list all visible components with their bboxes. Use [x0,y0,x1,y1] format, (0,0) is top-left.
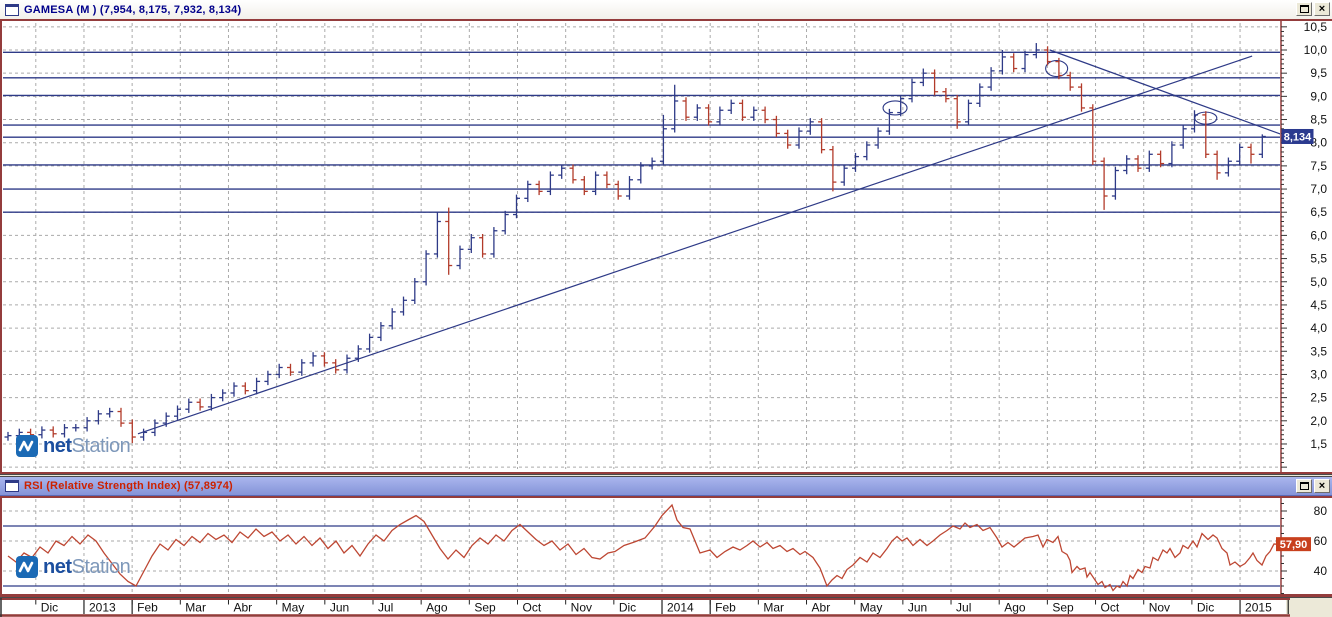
rsi-axis: 80 60 40 [1281,503,1328,594]
month-label: Jul [956,601,971,615]
month-label: Mar [763,601,784,615]
close-icon: × [1318,480,1326,492]
month-label: Nov [1149,601,1170,615]
month-label: Dic [41,601,58,615]
maximize-icon [1299,5,1309,13]
window-icon [5,480,19,492]
month-label: Jun [908,601,927,615]
maximize-button[interactable] [1296,479,1312,493]
month-label: Jun [330,601,349,615]
rsi-title: RSI (Relative Strength Index) (57,8974) [24,480,233,492]
main-chart-titlebar[interactable]: GAMESA (M ) (7,954, 8,175, 7,932, 8,134)… [0,0,1332,19]
rsi-plot-layer [3,499,1280,594]
svg-text:7,0: 7,0 [1310,182,1327,196]
svg-text:8,5: 8,5 [1310,113,1327,127]
close-button[interactable]: × [1314,479,1330,493]
maximize-icon [1299,482,1309,490]
trendline [1049,49,1280,135]
month-label: Feb [715,601,736,615]
month-label: Sep [1052,601,1074,615]
svg-text:4,5: 4,5 [1310,298,1327,312]
rsi-titlebar[interactable]: RSI (Relative Strength Index) (57,8974) … [0,477,1332,496]
window-icon [5,3,19,16]
trendline [137,55,1253,435]
month-label: May [282,601,305,615]
date-axis[interactable]: Dic 2013 Feb Mar Abr May Jun Jul Ago Sep Oct Nov Dic… [0,598,1332,617]
svg-text:4,0: 4,0 [1310,321,1327,335]
month-label: May [860,601,883,615]
close-icon: × [1318,3,1326,15]
month-label: Abr [233,601,252,615]
month-label: Nov [571,601,592,615]
svg-text:9,5: 9,5 [1310,66,1327,80]
month-label: Dic [619,601,636,615]
close-button[interactable]: × [1314,2,1330,16]
main-chart-title: GAMESA (M ) (7,954, 8,175, 7,932, 8,134) [24,3,242,16]
month-label: Ago [1004,601,1026,615]
rsi-plot[interactable]: 80 60 40 57,90 [0,496,1332,602]
rsi-window: RSI (Relative Strength Index) (57,8974) … [0,476,1332,598]
month-label: Feb [137,601,158,615]
svg-text:5,5: 5,5 [1310,252,1327,266]
svg-text:10,5: 10,5 [1304,20,1328,34]
month-label: Oct [1101,601,1120,615]
svg-text:40: 40 [1314,564,1328,578]
month-label: Abr [812,601,831,615]
year-label: 2013 [89,601,116,615]
svg-text:9,0: 9,0 [1310,89,1327,103]
svg-text:6,0: 6,0 [1310,228,1327,242]
price-axis: 10,5 10,0 9,5 9,0 8,5 8,0 7,5 7,0 6,5 6,0 5,5 5,0 4,… [1281,20,1328,468]
svg-text:1,5: 1,5 [1310,437,1327,451]
ohlc-bars [4,43,1266,444]
svg-text:10,0: 10,0 [1304,43,1328,57]
year-label: 2015 [1245,601,1272,615]
rsi-line [7,503,1277,592]
svg-text:5,0: 5,0 [1310,275,1327,289]
last-price-label: 8,134 [1281,128,1314,144]
price-chart-canvas: 10,5 10,0 9,5 9,0 8,5 8,0 7,5 7,0 6,5 6,0 5,5 5,0 4,… [0,19,1332,474]
month-label: Mar [185,601,206,615]
month-label: Dic [1197,601,1214,615]
svg-text:2,0: 2,0 [1310,414,1327,428]
svg-text:8,134: 8,134 [1284,131,1312,143]
svg-text:80: 80 [1314,504,1328,518]
maximize-button[interactable] [1296,2,1312,16]
year-label: 2014 [667,601,694,615]
svg-text:8,0: 8,0 [1310,136,1327,150]
date-axis-canvas: Dic 2013 Feb Mar Abr May Jun Jul Ago Sep Oct Nov Dic… [0,598,1290,617]
month-label: Oct [523,601,542,615]
svg-text:3,0: 3,0 [1310,367,1327,381]
month-label: Sep [474,601,496,615]
svg-text:6,5: 6,5 [1310,205,1327,219]
svg-text:2,5: 2,5 [1310,391,1327,405]
price-chart-plot[interactable]: 10,5 10,0 9,5 9,0 8,5 8,0 7,5 7,0 6,5 6,0 5,5 5,0 4,… [0,19,1332,479]
rsi-value-label: 57,90 [1276,537,1311,552]
ellipse-annotation [882,100,908,116]
svg-text:57,90: 57,90 [1280,539,1308,551]
main-chart-window: GAMESA (M ) (7,954, 8,175, 7,932, 8,134)… [0,0,1332,475]
svg-text:3,5: 3,5 [1310,344,1327,358]
month-label: Jul [378,601,393,615]
ellipse-annotation [1045,59,1069,78]
price-plot-layer [3,23,1280,469]
svg-text:7,5: 7,5 [1310,159,1327,173]
month-label: Ago [426,601,448,615]
rsi-canvas: 80 60 40 57,90 [0,496,1332,597]
svg-text:60: 60 [1314,534,1328,548]
